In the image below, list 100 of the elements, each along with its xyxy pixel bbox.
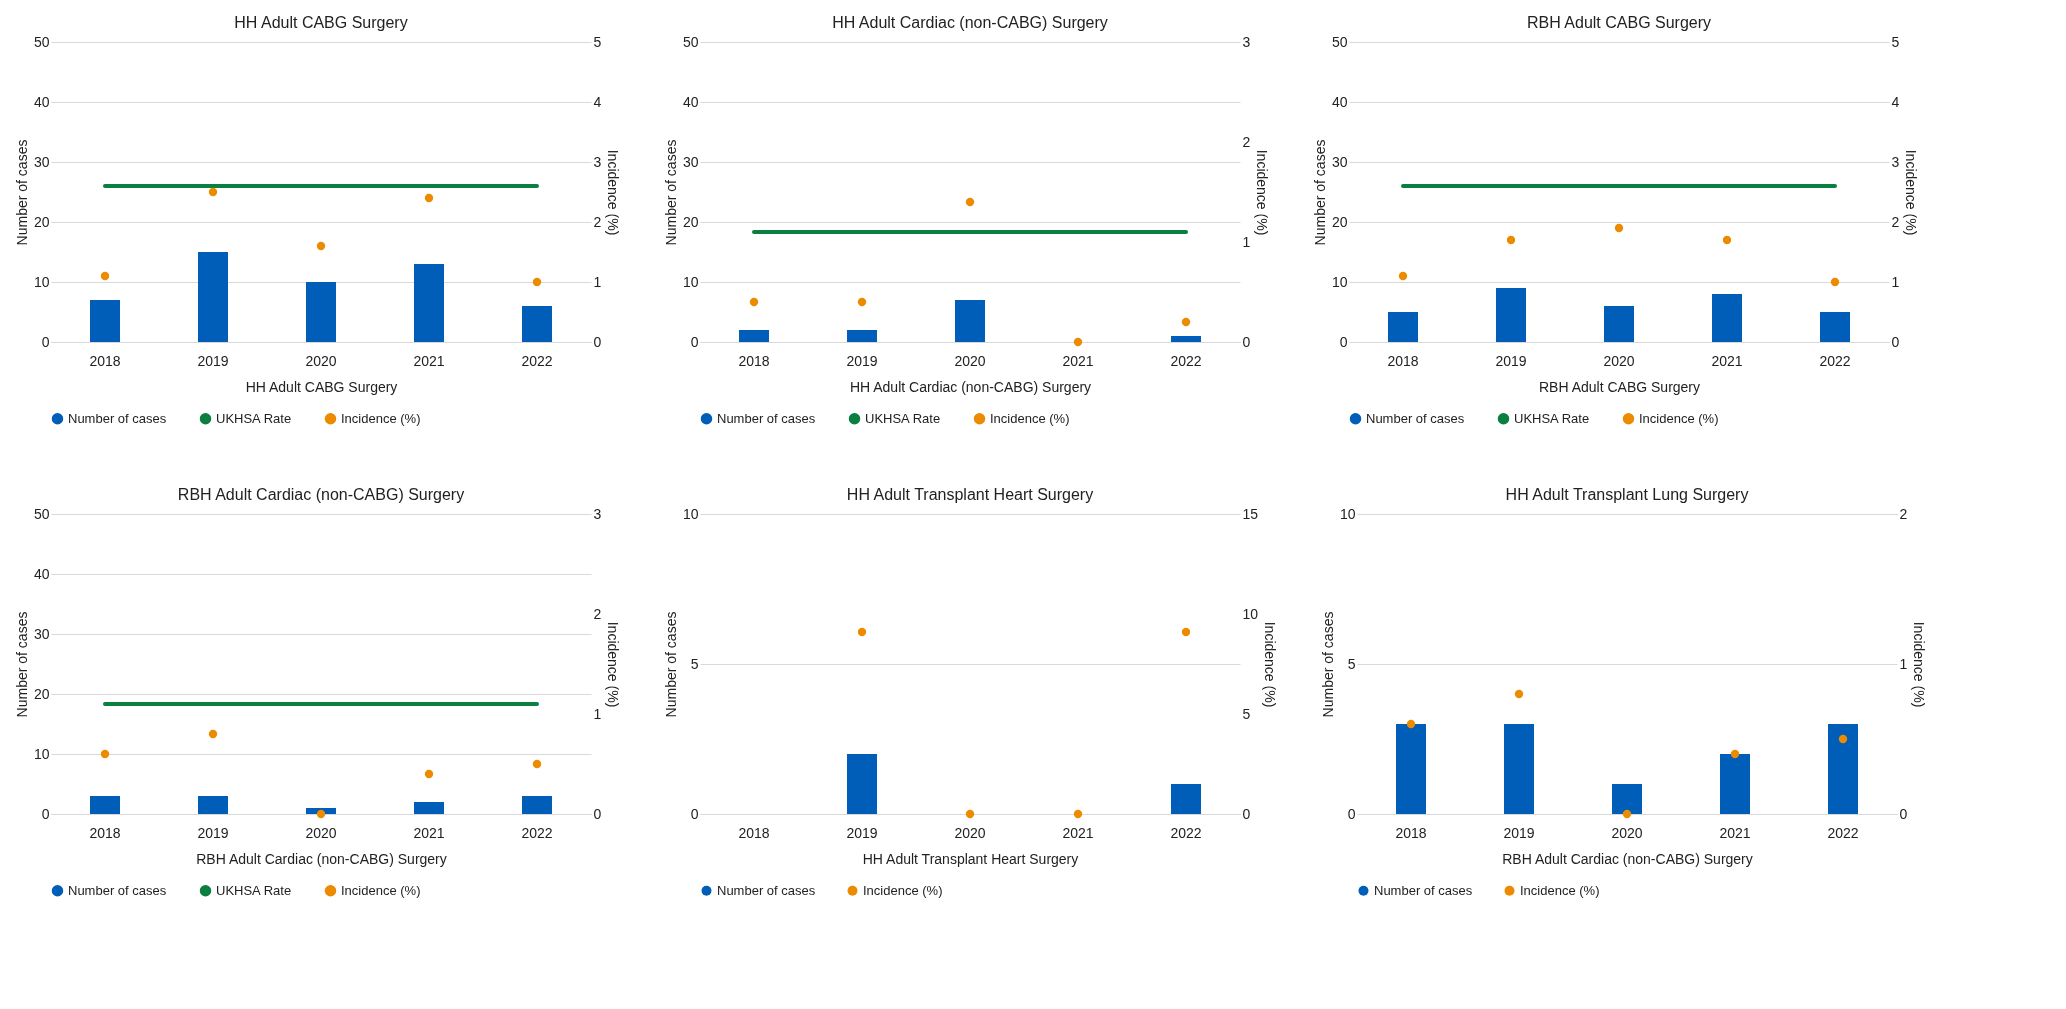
bar xyxy=(1396,724,1426,814)
point xyxy=(1722,235,1732,245)
y2-axis-title: Incidence (%) xyxy=(1262,621,1279,708)
y2-tick-label: 1 xyxy=(593,705,602,722)
x-axis-title: RBH Adult Cardiac (non-CABG) Surgery xyxy=(1502,850,1753,867)
chart-title: HH Adult Cardiac (non-CABG) Surgery xyxy=(832,14,1108,31)
bar xyxy=(90,300,120,342)
bar xyxy=(1604,306,1634,342)
point xyxy=(100,749,110,759)
point xyxy=(1830,277,1840,287)
bar xyxy=(1504,724,1534,814)
legend-label: Incidence (%) xyxy=(1639,410,1719,426)
y-axis-title: Number of cases xyxy=(662,139,679,246)
legend-label: Number of cases xyxy=(717,882,816,898)
y-tick-label: 30 xyxy=(1331,153,1348,170)
point xyxy=(208,187,218,197)
y2-tick-label: 5 xyxy=(1242,705,1251,722)
y-axis-title: Number of cases xyxy=(1319,611,1336,718)
y2-tick-label: 3 xyxy=(1242,33,1251,50)
chart-title: HH Adult CABG Surgery xyxy=(234,14,408,31)
y-tick-label: 10 xyxy=(33,273,50,290)
bar xyxy=(198,252,228,342)
x-tick-label: 2018 xyxy=(89,824,121,841)
y2-axis-title: Incidence (%) xyxy=(605,149,622,236)
y-tick-label: 30 xyxy=(33,153,50,170)
x-tick-label: 2020 xyxy=(1611,824,1643,841)
y-tick-label: 0 xyxy=(1347,805,1356,822)
legend-label: UKHSA Rate xyxy=(865,410,941,426)
point xyxy=(1181,317,1191,327)
point xyxy=(100,271,110,281)
bar xyxy=(1388,312,1418,342)
point xyxy=(424,193,434,203)
x-tick-label: 2021 xyxy=(413,352,445,369)
point xyxy=(1838,734,1848,744)
x-axis-title: HH Adult Cardiac (non-CABG) Surgery xyxy=(849,378,1092,395)
y2-tick-label: 4 xyxy=(1891,93,1900,110)
y2-tick-label: 1 xyxy=(1891,273,1900,290)
point xyxy=(857,297,867,307)
y2-tick-label: 3 xyxy=(593,505,602,522)
y2-tick-label: 2 xyxy=(1899,505,1908,522)
bar xyxy=(522,796,552,814)
point xyxy=(1398,271,1408,281)
y-tick-label: 50 xyxy=(33,505,50,522)
x-tick-label: 2020 xyxy=(954,824,986,841)
point xyxy=(316,809,326,819)
legend-label: UKHSA Rate xyxy=(216,882,292,898)
y-tick-label: 10 xyxy=(682,273,699,290)
y2-tick-label: 3 xyxy=(1891,153,1900,170)
y-axis-title: Number of cases xyxy=(13,139,30,246)
point xyxy=(965,197,975,207)
bar xyxy=(1712,294,1742,342)
x-tick-label: 2020 xyxy=(305,352,337,369)
y2-tick-label: 4 xyxy=(593,93,602,110)
y-tick-label: 20 xyxy=(682,213,699,230)
legend-label: Incidence (%) xyxy=(341,410,421,426)
chart-title: HH Adult Transplant Heart Surgery xyxy=(846,486,1094,503)
legend-label: Incidence (%) xyxy=(341,882,421,898)
bar xyxy=(90,796,120,814)
bar xyxy=(1496,288,1526,342)
point xyxy=(532,759,542,769)
x-tick-label: 2019 xyxy=(197,352,229,369)
y2-axis-title: Incidence (%) xyxy=(605,621,622,708)
y-tick-label: 20 xyxy=(33,213,50,230)
y2-tick-label: 0 xyxy=(1899,805,1908,822)
x-tick-label: 2022 xyxy=(1170,824,1202,841)
point xyxy=(1514,689,1524,699)
x-tick-label: 2018 xyxy=(1395,824,1427,841)
y2-tick-label: 5 xyxy=(1891,33,1900,50)
bar xyxy=(739,330,769,342)
y2-tick-label: 0 xyxy=(593,805,602,822)
bar xyxy=(1171,336,1201,342)
bar xyxy=(306,282,336,342)
point xyxy=(749,297,759,307)
y2-tick-label: 5 xyxy=(593,33,602,50)
legend-label: Number of cases xyxy=(1366,410,1465,426)
x-tick-label: 2018 xyxy=(1387,352,1419,369)
x-tick-label: 2022 xyxy=(521,352,553,369)
y2-axis-title: Incidence (%) xyxy=(1903,149,1920,236)
point xyxy=(1406,719,1416,729)
y-tick-label: 10 xyxy=(1339,505,1356,522)
x-tick-label: 2019 xyxy=(846,824,878,841)
y-tick-label: 50 xyxy=(1331,33,1348,50)
y-tick-label: 5 xyxy=(1347,655,1356,672)
y-tick-label: 30 xyxy=(682,153,699,170)
bar xyxy=(414,264,444,342)
y2-tick-label: 2 xyxy=(1242,133,1251,150)
bar xyxy=(414,802,444,814)
point xyxy=(208,729,218,739)
bar xyxy=(1828,724,1858,814)
y-tick-label: 10 xyxy=(33,745,50,762)
x-tick-label: 2018 xyxy=(738,824,770,841)
y-tick-label: 50 xyxy=(682,33,699,50)
bar xyxy=(847,330,877,342)
y-tick-label: 40 xyxy=(33,565,50,582)
x-tick-label: 2018 xyxy=(738,352,770,369)
x-tick-label: 2020 xyxy=(954,352,986,369)
point xyxy=(316,241,326,251)
x-tick-label: 2021 xyxy=(413,824,445,841)
legend-label: Number of cases xyxy=(1374,882,1473,898)
y2-tick-label: 10 xyxy=(1242,605,1259,622)
